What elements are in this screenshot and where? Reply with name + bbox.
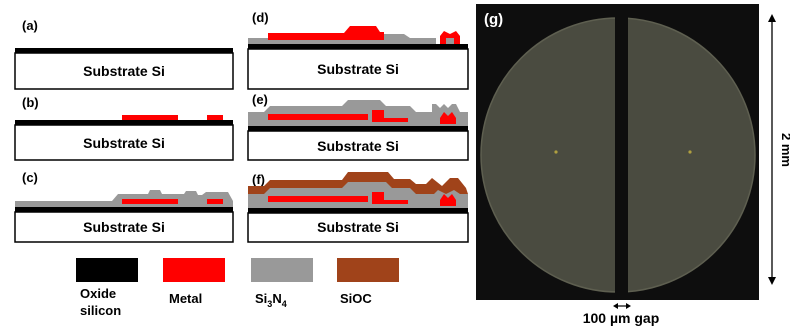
substrate-label: Substrate Si	[317, 61, 399, 77]
oxide-layer	[248, 126, 468, 131]
probe-mark	[554, 150, 558, 154]
metal-layer	[268, 26, 384, 40]
metal-pad	[207, 115, 223, 120]
panel-a: (a) Substrate Si	[14, 18, 234, 90]
metal-via	[372, 110, 384, 120]
legend-label-sioc: SiOC	[340, 291, 372, 306]
panel-a-tag: (a)	[22, 18, 38, 33]
arrow-down-icon	[768, 277, 776, 285]
substrate-block	[14, 211, 234, 243]
oxide-layer	[248, 208, 468, 213]
substrate-label: Substrate Si	[83, 219, 165, 235]
metal-layer	[268, 196, 368, 202]
panel-f: (f) Substrate Si	[247, 172, 469, 243]
gap-label: 100 µm gap	[583, 310, 660, 326]
gap-indicator: 100 µm gap	[583, 303, 660, 326]
legend-swatch-metal	[163, 258, 225, 282]
nitride-layer	[15, 190, 233, 207]
legend-swatch-sioc	[337, 258, 399, 282]
panel-c-tag: (c)	[22, 170, 38, 185]
legend-swatch-oxide	[76, 258, 138, 282]
photo-tag: (g)	[484, 11, 503, 28]
panel-b-tag: (b)	[22, 95, 39, 110]
metal-via	[440, 194, 456, 206]
substrate-label: Substrate Si	[317, 138, 399, 154]
oxide-layer	[15, 207, 233, 212]
substrate-block	[14, 124, 234, 161]
panel-e-tag: (e)	[252, 92, 268, 107]
legend-label-metal: Metal	[169, 291, 202, 306]
legend: Oxide silicon Metal Si3N4 SiOC	[76, 258, 399, 318]
metal-layer	[372, 200, 408, 204]
legend-label-oxide-line1: Oxide	[80, 286, 116, 301]
legend-swatch-nitride	[251, 258, 313, 282]
metal-pad	[207, 199, 223, 204]
oxide-layer	[15, 120, 233, 125]
legend-label-oxide-line2: silicon	[80, 303, 121, 318]
substrate-label: Substrate Si	[83, 63, 165, 79]
probe-mark	[688, 150, 692, 154]
panel-d: (d) Substrate Si	[247, 10, 469, 90]
scale-label-2mm: 2 mm	[779, 133, 790, 167]
substrate-block	[247, 212, 469, 243]
legend-label-nitride: Si3N4	[255, 291, 287, 309]
panel-c: (c) Substrate Si	[14, 170, 234, 243]
panel-e: (e) Substrate Si	[247, 92, 469, 161]
nitride-layer	[446, 38, 454, 44]
substrate-block	[14, 52, 234, 90]
metal-layer	[372, 118, 408, 122]
metal-layer	[268, 114, 368, 120]
arrow-left-icon	[613, 303, 618, 309]
panel-b: (b) Substrate Si	[14, 95, 234, 161]
photo-panel: (g)	[476, 4, 759, 300]
panel-d-tag: (d)	[252, 10, 269, 25]
scale-bar-vertical: 2 mm	[768, 14, 790, 285]
nitride-layer	[248, 100, 468, 126]
electrode-gap	[615, 4, 628, 300]
oxide-layer	[15, 48, 233, 53]
substrate-label: Substrate Si	[317, 219, 399, 235]
oxide-layer	[248, 44, 468, 49]
metal-pad	[122, 115, 178, 120]
metal-via	[440, 112, 456, 124]
arrow-right-icon	[626, 303, 631, 309]
metal-pad	[122, 199, 178, 204]
substrate-block	[247, 48, 469, 90]
arrow-up-icon	[768, 14, 776, 22]
metal-via	[440, 31, 460, 44]
metal-via	[372, 192, 384, 202]
panel-f-tag: (f)	[252, 172, 265, 187]
substrate-block	[247, 130, 469, 161]
substrate-label: Substrate Si	[83, 135, 165, 151]
